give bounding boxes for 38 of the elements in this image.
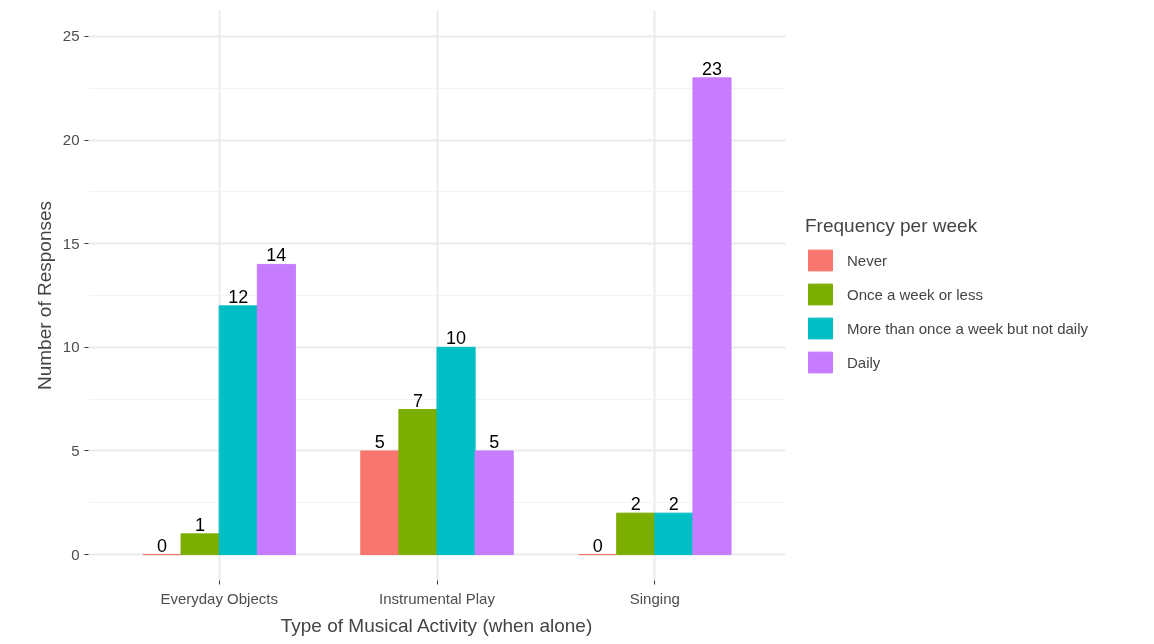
bar bbox=[436, 346, 476, 556]
y-tick-label: 0 bbox=[71, 545, 80, 563]
legend-label: Never bbox=[847, 251, 888, 269]
data-label: 5 bbox=[374, 431, 385, 452]
bar bbox=[616, 512, 656, 556]
legend-label: Once a week or less bbox=[847, 285, 983, 303]
x-axis-title: Type of Musical Activity (when alone) bbox=[280, 614, 593, 636]
data-label: 2 bbox=[630, 494, 641, 515]
data-label: 10 bbox=[446, 328, 467, 349]
data-label: 0 bbox=[592, 535, 603, 556]
data-label: 12 bbox=[228, 286, 249, 307]
y-tick-label: 10 bbox=[62, 338, 80, 356]
data-label: 2 bbox=[668, 494, 679, 515]
bar bbox=[654, 512, 694, 556]
x-tick-label: Instrumental Play bbox=[379, 589, 496, 607]
data-label: 1 bbox=[195, 514, 206, 535]
data-label: 7 bbox=[412, 390, 423, 411]
x-tick-label: Everyday Objects bbox=[160, 589, 278, 607]
data-label: 0 bbox=[157, 535, 168, 556]
legend-label: Daily bbox=[847, 353, 881, 371]
bar bbox=[218, 305, 258, 556]
data-label: 23 bbox=[701, 58, 723, 79]
y-tick-label: 5 bbox=[71, 441, 80, 459]
legend-title: Frequency per week bbox=[805, 215, 979, 237]
y-tick-label: 20 bbox=[62, 131, 80, 149]
legend-label: More than once a week but not daily bbox=[847, 319, 1088, 337]
y-axis-title: Number of Responses bbox=[33, 200, 55, 391]
y-tick-label: 25 bbox=[62, 27, 80, 45]
x-tick-label: Singing bbox=[629, 589, 680, 607]
bar bbox=[692, 77, 732, 556]
y-tick-label: 15 bbox=[62, 234, 80, 252]
data-label: 5 bbox=[489, 431, 500, 452]
data-label: 14 bbox=[266, 245, 287, 266]
bar bbox=[256, 263, 296, 556]
bar bbox=[474, 450, 514, 556]
bar bbox=[360, 450, 400, 556]
bar bbox=[180, 533, 220, 556]
bar bbox=[398, 409, 438, 556]
